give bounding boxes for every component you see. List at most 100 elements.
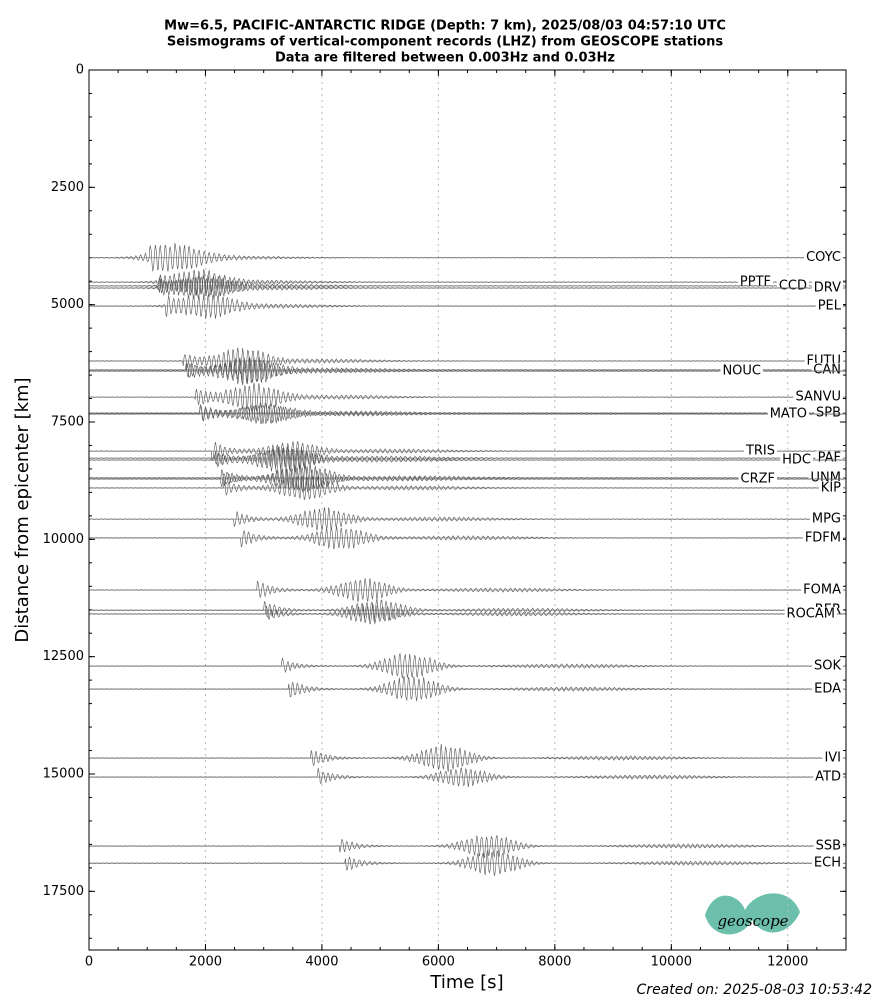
station-label: ATD [815,770,841,785]
station-label: TRIS [745,444,775,459]
x-tick-label: 6000 [422,955,455,970]
logo: geoscope [705,893,800,935]
station-label-bg [813,770,843,785]
station-label-bg [815,299,843,314]
waveform [89,441,846,462]
waveform [88,402,846,424]
station-label: KIP [821,480,841,495]
station-label: ROCAM [787,606,835,621]
station-label-bg [743,444,777,459]
station-label: SOK [814,659,841,674]
waveform [88,526,846,550]
station-label: CCD [779,278,807,293]
x-tick-label: 0 [85,955,93,970]
waveform [88,475,846,501]
waveform [88,466,846,492]
station-label: DRV [814,281,841,296]
waveform [89,464,846,493]
waveform [88,382,846,413]
waveform [89,598,846,622]
x-tick-label: 2000 [189,955,222,970]
waveform [88,242,846,272]
title-line: Mw=6.5, PACIFIC-ANTARCTIC RIDGE (Depth: … [164,19,726,34]
station-label-bg [804,250,843,265]
footer: Created on: 2025-08-03 10:53:42 [637,982,873,998]
station-label: IVI [824,751,841,766]
station-label-bg [822,751,843,766]
title-line: Data are filtered between 0.003Hz and 0.… [275,51,615,66]
station-label: PAF [818,451,841,466]
station-label: PEL [818,299,842,314]
station-label-bg [813,839,843,854]
title-line: Seismograms of vertical-component record… [167,35,723,50]
station-label: COYC [806,250,841,265]
x-tick-label: 12000 [767,955,808,970]
waveform [89,767,846,787]
waveform [89,294,846,320]
station-label-bg [780,453,813,468]
waveform [88,578,846,603]
y-axis-label: Distance from epicenter [km] [12,377,33,642]
station-label: CRZF [741,472,776,487]
station-label: PPTF [740,275,771,290]
station-label-bg [813,406,843,421]
station-label-bg [812,682,843,697]
station-label-bg [767,407,809,422]
x-tick-label: 10000 [651,955,692,970]
station-label-bg [811,281,843,296]
x-tick-label: 8000 [538,955,571,970]
station-label: SPB [816,406,841,421]
station-label: FOMA [803,583,841,598]
station-label: MATO [770,407,807,422]
station-label: CAN [813,362,841,377]
waveform [88,835,846,858]
station-label-bg [720,364,763,379]
x-tick-label: 4000 [305,955,338,970]
logo-text: geoscope [717,912,788,930]
waveform [88,652,846,679]
station-label: SANVU [795,390,841,405]
station-label-bg [738,472,777,487]
station-label: SSB [816,839,841,854]
y-tick-label: 10000 [43,532,84,547]
station-label: NOUC [722,364,761,379]
waveform [88,357,846,386]
station-label-bg [815,451,843,466]
waveform [89,347,846,375]
waveform [89,603,846,625]
waveform [88,404,846,425]
waveform [88,269,846,296]
station-label-bg [801,583,843,598]
waveform [89,676,846,702]
station-label-bg [793,390,843,405]
station-label-bg [811,659,843,674]
waveform [89,446,846,474]
waveform [88,274,846,297]
y-tick-label: 15000 [43,767,84,782]
station-label-bg [811,856,843,871]
y-tick-label: 7500 [51,415,84,430]
waveform [89,507,846,531]
y-tick-label: 17500 [43,884,84,899]
station-label: FDFM [805,530,841,545]
waveform [88,743,846,772]
station-label-bg [809,512,843,527]
station-label-bg [784,606,837,621]
y-tick-label: 0 [76,63,84,78]
y-tick-label: 5000 [51,297,84,312]
station-label-bg [811,362,843,377]
y-tick-label: 2500 [51,180,84,195]
station-label-bg [776,278,809,293]
plot-frame [88,69,847,951]
waveform [88,276,846,300]
station-label-bg [802,530,843,545]
station-label: ECH [814,856,841,871]
station-label: HDC [782,453,811,468]
station-label: MPG [812,512,841,527]
x-axis-label: Time [s] [429,972,503,993]
logo-shape [705,893,800,935]
station-label-bg [818,480,843,495]
y-tick-label: 12500 [43,649,84,664]
station-label: EDA [814,682,841,697]
